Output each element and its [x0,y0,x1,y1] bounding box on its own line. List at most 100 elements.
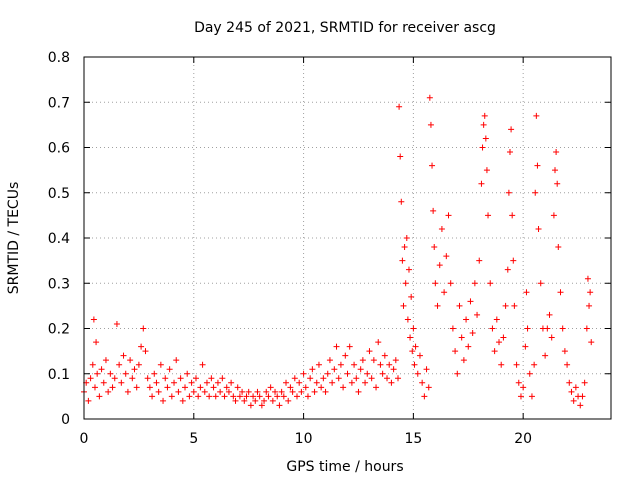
data-point [395,375,402,382]
data-point [315,361,322,368]
data-point [555,244,562,251]
data-point [177,375,184,382]
data-point [261,397,268,404]
data-point [192,375,199,382]
data-point [561,348,568,355]
data-point [414,370,421,377]
data-point [274,393,281,400]
data-point [98,366,105,373]
data-point [320,375,327,382]
data-point [302,384,309,391]
data-point [566,379,573,386]
data-point [155,388,162,395]
data-point [386,361,393,368]
data-point [118,379,125,386]
data-point [353,375,360,382]
data-point [397,153,404,160]
data-point [203,379,210,386]
y-tick-label: 0.6 [48,141,70,157]
data-point [340,384,347,391]
data-point [93,339,100,346]
data-point [107,370,114,377]
data-point [426,94,433,101]
data-point [463,316,470,323]
data-point [429,162,436,169]
data-point [526,370,533,377]
data-point [311,388,318,395]
data-point [208,375,215,382]
data-point [272,388,279,395]
data-point [510,257,517,264]
data-point [337,361,344,368]
data-point [234,384,241,391]
y-tick-label: 0.7 [48,95,70,111]
x-tick-label: 10 [295,431,313,447]
data-point [476,257,483,264]
data-point [405,266,412,273]
data-point [410,325,417,332]
data-point [528,393,535,400]
data-point [197,384,204,391]
data-point [554,180,561,187]
data-point [102,357,109,364]
data-point [474,311,481,318]
data-point [346,343,353,350]
data-point [392,357,399,364]
data-point [144,375,151,382]
data-point [348,379,355,386]
data-point [375,339,382,346]
x-tick-label: 0 [80,431,89,447]
data-point [355,388,362,395]
data-point [85,397,92,404]
data-point [465,343,472,350]
data-point [232,397,239,404]
data-point [329,379,336,386]
data-point [515,379,522,386]
data-point [411,361,418,368]
data-point [427,121,434,128]
data-point [546,311,553,318]
data-point [129,375,136,382]
data-point [359,357,366,364]
data-point [505,189,512,196]
data-point [456,302,463,309]
data-point [443,253,450,260]
x-axis-label: GPS time / hours [286,459,403,475]
data-point [520,384,527,391]
grid-layer [84,57,611,419]
data-point [304,393,311,400]
data-point [534,162,541,169]
data-point [188,379,195,386]
data-point [368,375,375,382]
data-point [504,266,511,273]
data-point [254,388,261,395]
data-point [441,289,448,296]
data-point [478,180,485,187]
data-point [498,361,505,368]
y-tick-label: 0 [61,412,70,428]
data-point [342,352,349,359]
data-point [401,244,408,251]
data-point [313,379,320,386]
data-point [100,379,107,386]
data-point [283,379,290,386]
data-point [184,370,191,377]
y-tick-label: 0.1 [48,367,70,383]
data-point [241,397,248,404]
data-point [467,298,474,305]
data-point [586,302,593,309]
data-point [544,325,551,332]
data-point [436,262,443,269]
data-point [171,379,178,386]
data-point [199,361,206,368]
data-point [245,388,252,395]
data-point [532,189,539,196]
data-point [151,370,158,377]
data-point [335,375,342,382]
data-point [491,348,498,355]
data-point [452,348,459,355]
data-point [568,388,575,395]
data-points [81,94,595,409]
data-point [373,384,380,391]
